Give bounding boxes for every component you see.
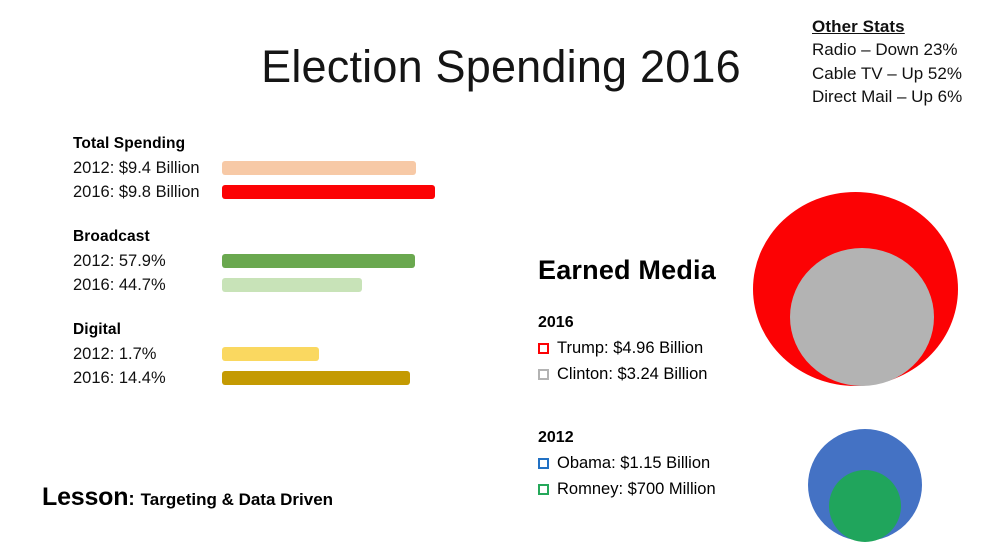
bar-group-broadcast: Broadcast 2012: 57.9% 2016: 44.7%: [73, 228, 503, 297]
other-stats-line-directmail: Direct Mail – Up 6%: [812, 86, 963, 106]
legend-year-2012: 2012: [538, 429, 574, 446]
earned-media-title: Earned Media: [538, 255, 716, 285]
bar-broadcast-2016: [222, 277, 362, 292]
bar-row-broadcast-2012: 2012: 57.9%: [73, 249, 503, 273]
bar-row-broadcast-2016: 2016: 44.7%: [73, 273, 503, 297]
legend-row-clinton: Clinton: $3.24 Billion: [538, 362, 798, 388]
bar-label-total-2016: 2016: $9.8 Billion: [73, 182, 200, 201]
bar-digital-2016: [222, 370, 410, 385]
legend-row-trump: Trump: $4.96 Billion: [538, 336, 798, 362]
lesson-line: Lesson: Targeting & Data Driven: [42, 483, 333, 512]
bar-group-digital: Digital 2012: 1.7% 2016: 14.4%: [73, 321, 503, 390]
legend-row-romney: Romney: $700 Million: [538, 477, 798, 503]
bar-row-digital-2016: 2016: 14.4%: [73, 366, 503, 390]
bar-label-broadcast-2012: 2012: 57.9%: [73, 251, 166, 270]
page-title: Election Spending 2016: [261, 41, 741, 92]
other-stats-block: Other Stats Radio – Down 23% Cable TV – …: [812, 15, 1000, 108]
legend-row-obama: Obama: $1.15 Billion: [538, 451, 798, 477]
legend-label-trump: Trump: $4.96 Billion: [557, 339, 704, 358]
bar-label-broadcast-2016: 2016: 44.7%: [73, 275, 166, 294]
bar-total-2012: [222, 160, 416, 175]
earned-media-legend-2016: 2016 Trump: $4.96 Billion Clinton: $3.24…: [538, 313, 798, 387]
bubble-clinton-2016: [790, 248, 934, 386]
legend-year-2016: 2016: [538, 314, 574, 331]
bar-row-total-2012: 2012: $9.4 Billion: [73, 156, 503, 180]
lesson-colon: :: [128, 489, 135, 510]
other-stats-line-cable: Cable TV – Up 52%: [812, 63, 962, 83]
bar-digital-2012: [222, 346, 319, 361]
bar-label-digital-2012: 2012: 1.7%: [73, 344, 157, 363]
bar-group-total-spending: Total Spending 2012: $9.4 Billion 2016: …: [73, 135, 503, 204]
bar-row-digital-2012: 2012: 1.7%: [73, 342, 503, 366]
bar-broadcast-2012: [222, 253, 415, 268]
legend-label-obama: Obama: $1.15 Billion: [557, 454, 711, 473]
earned-media-legend-2012: 2012 Obama: $1.15 Billion Romney: $700 M…: [538, 428, 798, 502]
bar-row-total-2016: 2016: $9.8 Billion: [73, 180, 503, 204]
bar-group-title-broadcast: Broadcast: [73, 228, 150, 245]
bar-total-2016: [222, 184, 435, 199]
other-stats-heading: Other Stats: [812, 17, 905, 36]
lesson-text: Targeting & Data Driven: [140, 490, 334, 509]
other-stats-line-radio: Radio – Down 23%: [812, 40, 958, 60]
bar-label-total-2012: 2012: $9.4 Billion: [73, 158, 200, 177]
bubble-romney-2012: [829, 470, 901, 542]
legend-label-romney: Romney: $700 Million: [557, 479, 716, 498]
legend-swatch-romney-icon: [538, 484, 549, 496]
lesson-word: Lesson: [42, 483, 129, 511]
legend-label-clinton: Clinton: $3.24 Billion: [557, 364, 708, 383]
bar-group-title-digital: Digital: [73, 321, 122, 338]
legend-swatch-obama-icon: [538, 458, 549, 470]
legend-swatch-trump-icon: [538, 343, 549, 355]
bar-label-digital-2016: 2016: 14.4%: [73, 368, 166, 387]
bar-group-title-total-spending: Total Spending: [73, 135, 186, 152]
legend-swatch-clinton-icon: [538, 369, 549, 381]
